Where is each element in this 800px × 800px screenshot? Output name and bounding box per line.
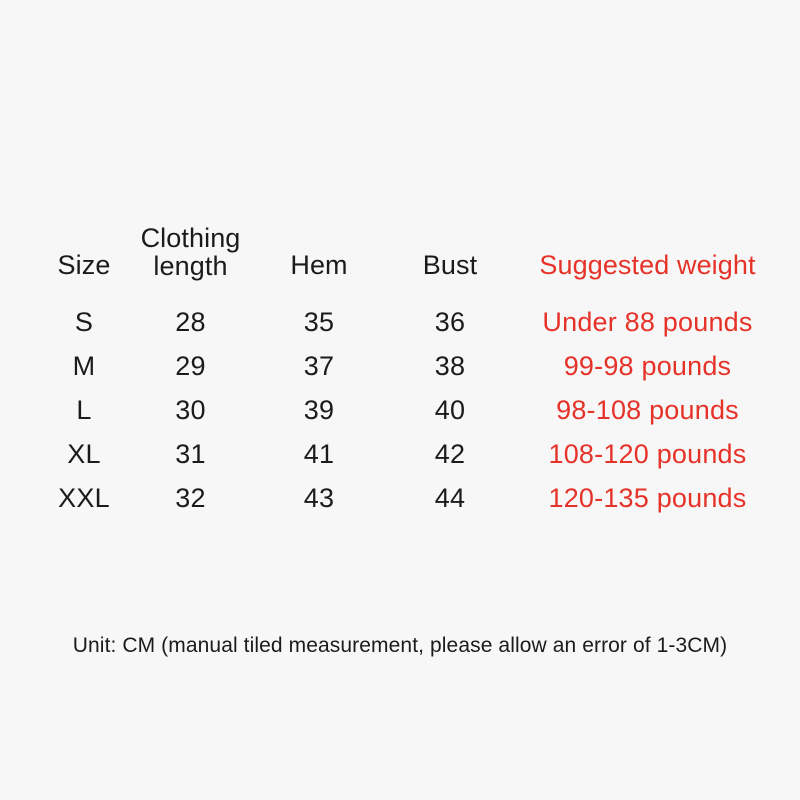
table-row: L 30 39 40 98-108 pounds	[40, 388, 780, 432]
cell-clothing-length: 30	[175, 394, 206, 425]
cell-size: M	[72, 350, 96, 381]
cell-clothing-length: 29	[175, 350, 206, 381]
column-header-clothing-length: Clothing length	[128, 212, 253, 282]
cell-bust: 42	[434, 438, 466, 469]
column-header-clothing-length-line1: Clothing	[140, 222, 241, 253]
table-header: Size Clothing length Hem Bust Suggested …	[40, 212, 780, 282]
cell-bust: 40	[434, 394, 466, 425]
column-header-suggested-weight-label: Suggested weight	[539, 250, 756, 281]
cell-clothing-length: 31	[175, 438, 206, 469]
header-row: Size Clothing length Hem Bust Suggested …	[40, 212, 780, 282]
cell-size: S	[74, 306, 94, 337]
cell-hem: 43	[303, 482, 335, 513]
table-row: M 29 37 38 99-98 pounds	[40, 344, 780, 388]
column-header-clothing-length-line2: length	[153, 250, 228, 281]
cell-size: XL	[67, 438, 101, 469]
column-header-bust: Bust	[385, 212, 515, 282]
table-row: XXL 32 43 44 120-135 pounds	[40, 476, 780, 520]
cell-clothing-length: 28	[175, 306, 206, 337]
cell-hem: 37	[303, 350, 335, 381]
cell-size: XXL	[58, 482, 110, 513]
cell-hem: 41	[303, 438, 335, 469]
column-header-size-label: Size	[57, 250, 111, 281]
cell-suggested-weight: 108-120 pounds	[548, 438, 747, 469]
column-header-hem: Hem	[253, 212, 385, 282]
table-row: XL 31 41 42 108-120 pounds	[40, 432, 780, 476]
cell-hem: 35	[303, 306, 335, 337]
column-header-bust-label: Bust	[422, 250, 478, 281]
cell-bust: 38	[434, 350, 466, 381]
cell-bust: 36	[434, 306, 466, 337]
column-header-suggested-weight: Suggested weight	[515, 212, 780, 282]
table-row: S 28 35 36 Under 88 pounds	[40, 282, 780, 344]
cell-suggested-weight: 99-98 pounds	[563, 350, 732, 381]
cell-bust: 44	[434, 482, 466, 513]
cell-suggested-weight: 120-135 pounds	[548, 482, 747, 513]
cell-suggested-weight: 98-108 pounds	[556, 394, 739, 425]
size-chart-table: Size Clothing length Hem Bust Suggested …	[40, 212, 780, 520]
cell-size: L	[76, 394, 92, 425]
cell-suggested-weight: Under 88 pounds	[542, 306, 753, 337]
cell-hem: 39	[303, 394, 335, 425]
column-header-size: Size	[40, 212, 128, 282]
table-body: S 28 35 36 Under 88 pounds M 29 37 38 99…	[40, 282, 780, 520]
unit-note: Unit: CM (manual tiled measurement, plea…	[72, 634, 728, 657]
column-header-hem-label: Hem	[290, 250, 348, 281]
cell-clothing-length: 32	[175, 482, 206, 513]
